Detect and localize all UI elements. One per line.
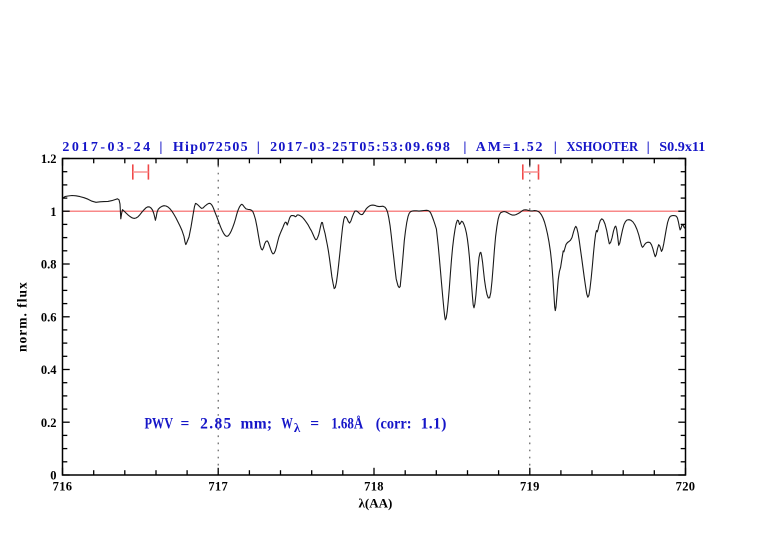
svg-text:λ(AA): λ(AA) (358, 495, 392, 510)
svg-text:0.6: 0.6 (41, 310, 57, 324)
svg-text:0: 0 (50, 469, 56, 483)
svg-text:1: 1 (50, 205, 56, 219)
svg-text:2017-03-24|Hip072505|2017-03-2: 2017-03-24 | Hip072505 | 2017-03-25T05:53:09… (62, 140, 705, 155)
svg-text:0.2: 0.2 (41, 416, 57, 430)
svg-text:0.8: 0.8 (41, 258, 57, 272)
svg-text:719: 719 (520, 479, 540, 493)
svg-text:norm. flux: norm. flux (15, 281, 30, 352)
svg-text:1.2: 1.2 (41, 152, 57, 166)
svg-text:717: 717 (208, 479, 228, 493)
svg-text:0.4: 0.4 (41, 363, 57, 377)
svg-text:716: 716 (53, 479, 73, 493)
svg-text:718: 718 (364, 479, 384, 493)
svg-text:720: 720 (676, 479, 696, 493)
